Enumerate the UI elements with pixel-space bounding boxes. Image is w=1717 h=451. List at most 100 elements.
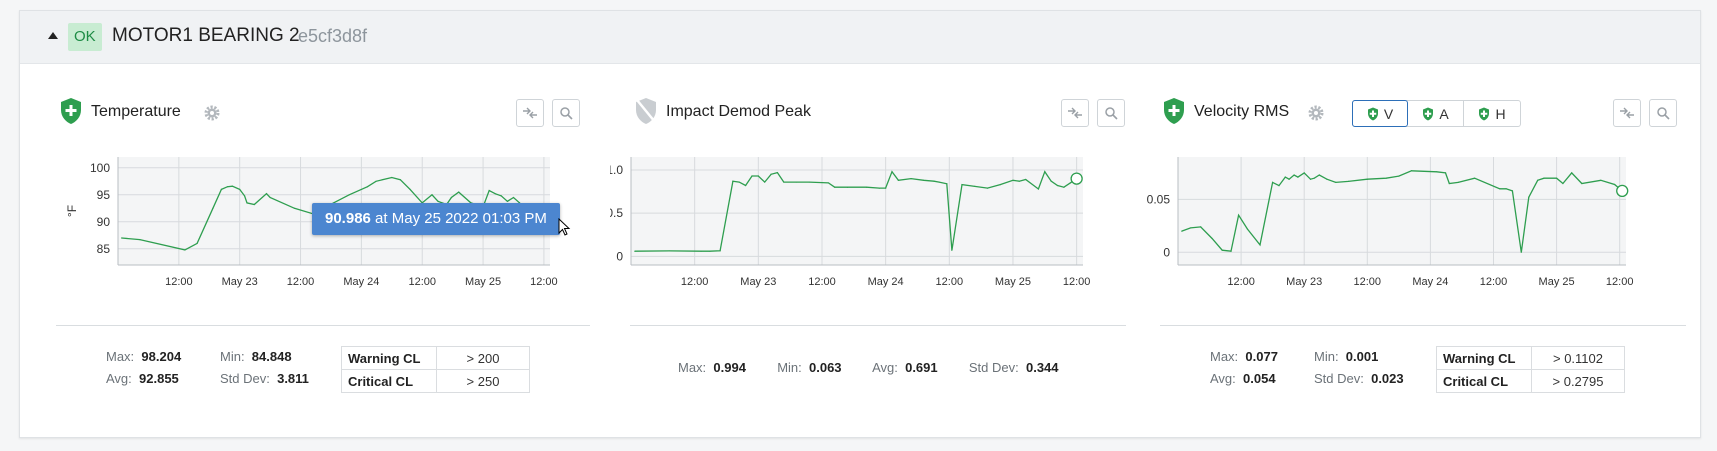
axis-a-button[interactable]: A bbox=[1408, 101, 1464, 126]
data-point bbox=[450, 196, 453, 199]
data-point bbox=[808, 181, 810, 183]
asset-id: e5cf3d8f bbox=[298, 26, 368, 46]
data-point bbox=[184, 249, 186, 251]
plot-area bbox=[1178, 157, 1626, 265]
zoom-button[interactable] bbox=[1649, 99, 1677, 127]
velocity-rms-card: Velocity RMS V A H 12:00 May 23 12:00 bbox=[1140, 63, 1702, 439]
data-point bbox=[1555, 177, 1558, 179]
axis-label: H bbox=[1495, 105, 1506, 122]
gear-icon[interactable] bbox=[204, 105, 220, 121]
compare-arrows-icon bbox=[523, 107, 537, 119]
y-tick-label: 95 bbox=[97, 188, 111, 202]
stat-label: Min: bbox=[220, 349, 245, 364]
data-point bbox=[751, 175, 753, 177]
data-point bbox=[1069, 182, 1071, 184]
data-point bbox=[1457, 181, 1459, 184]
data-point bbox=[783, 181, 785, 183]
data-point bbox=[488, 189, 490, 192]
data-point bbox=[253, 203, 255, 206]
data-point bbox=[974, 185, 976, 187]
collapse-caret-icon[interactable] bbox=[48, 32, 58, 39]
control-limits-table: Warning CL > 0.1102 Critical CL > 0.2795 bbox=[1436, 346, 1625, 393]
asset-name: MOTOR1 BEARING 2 bbox=[112, 25, 300, 46]
data-point bbox=[910, 178, 912, 180]
data-point bbox=[1050, 180, 1052, 182]
temperature-chart[interactable]: 12:00 May 23 12:00 May 24 12:00 May 25 12:00 85… bbox=[20, 63, 590, 313]
last-point-marker[interactable] bbox=[1070, 172, 1083, 185]
zoom-button[interactable] bbox=[552, 99, 580, 127]
compare-button[interactable] bbox=[1613, 99, 1641, 127]
series-line bbox=[121, 176, 547, 251]
data-point bbox=[986, 187, 989, 189]
x-tick-label: May 25 bbox=[1539, 276, 1575, 288]
data-point bbox=[1318, 174, 1320, 176]
data-point bbox=[1366, 178, 1368, 180]
asset-header: OK MOTOR1 BEARING 2 e5cf3d8f bbox=[20, 11, 1700, 64]
control-limits-table: Warning CL > 200 Critical CL > 250 bbox=[341, 346, 530, 393]
data-point bbox=[795, 181, 798, 183]
velocity-rms-chart[interactable]: 12:00 May 23 12:00 May 24 12:00 May 25 12:00 0 0… bbox=[1140, 63, 1702, 313]
data-point bbox=[512, 196, 515, 199]
data-point bbox=[1278, 184, 1280, 187]
stat-std: 3.811 bbox=[277, 371, 309, 386]
shield-plus-icon bbox=[1479, 107, 1490, 120]
stat-label: Std Dev: bbox=[1314, 371, 1364, 386]
chart-tooltip: 90.986 at May 25 2022 01:03 PM bbox=[312, 203, 560, 235]
data-point bbox=[878, 187, 880, 189]
data-point bbox=[1398, 175, 1400, 177]
plot-area bbox=[631, 157, 1083, 265]
tooltip-value: 90.986 bbox=[325, 210, 371, 227]
y-tick-label: 0 bbox=[616, 249, 623, 263]
limit-label: Critical CL bbox=[341, 369, 437, 393]
stat-max: 0.077 bbox=[1245, 349, 1278, 364]
data-point bbox=[506, 200, 509, 202]
shield-disabled-icon bbox=[636, 98, 656, 124]
data-point bbox=[1181, 230, 1183, 232]
impact-demod-chart[interactable]: 12:00 May 23 12:00 May 24 12:00 May 25 12:00 0 0… bbox=[610, 63, 1140, 313]
stat-std: 0.344 bbox=[1025, 360, 1059, 375]
data-point bbox=[1230, 250, 1232, 252]
data-point bbox=[391, 176, 393, 179]
gear-icon[interactable] bbox=[1308, 105, 1324, 121]
x-tick-label: 12:00 bbox=[681, 276, 709, 288]
stats-block: Max: 0.994 Min: 0.063 Avg: 0.691 Std Dev… bbox=[678, 360, 1059, 375]
data-point bbox=[1037, 188, 1040, 190]
x-tick-label: May 23 bbox=[1286, 276, 1322, 288]
data-point bbox=[458, 191, 460, 193]
data-point bbox=[738, 181, 740, 183]
stat-min: 0.063 bbox=[809, 360, 842, 375]
data-point bbox=[1056, 184, 1059, 187]
data-point bbox=[1347, 180, 1349, 182]
stat-avg: 0.054 bbox=[1243, 371, 1276, 386]
data-point bbox=[1211, 237, 1213, 240]
last-point-marker[interactable] bbox=[1616, 184, 1629, 198]
zoom-button[interactable] bbox=[1097, 99, 1125, 127]
shield-plus-icon bbox=[1367, 107, 1378, 120]
compare-button[interactable] bbox=[516, 99, 544, 127]
data-point bbox=[239, 188, 241, 190]
x-tick-label: 12:00 bbox=[1606, 276, 1634, 288]
x-tick-label: 12:00 bbox=[1354, 276, 1382, 288]
data-point bbox=[1018, 180, 1020, 182]
data-point bbox=[764, 181, 766, 183]
y-tick-label: 0.05 bbox=[1147, 192, 1171, 206]
compare-arrows-icon bbox=[1068, 107, 1082, 119]
data-point bbox=[961, 184, 963, 186]
axis-v-button[interactable]: V bbox=[1352, 100, 1408, 127]
x-tick-label: May 24 bbox=[1412, 276, 1448, 288]
data-point bbox=[431, 194, 433, 196]
data-point bbox=[293, 207, 296, 209]
x-tick-label: 12:00 bbox=[936, 276, 964, 288]
zoom-icon bbox=[1657, 107, 1670, 120]
x-tick-label: 12:00 bbox=[408, 276, 436, 288]
table-row: Warning CL > 0.1102 bbox=[1436, 346, 1625, 370]
axis-h-button[interactable]: H bbox=[1464, 101, 1520, 126]
stat-label: Max: bbox=[106, 349, 135, 364]
compare-arrows-icon bbox=[1620, 107, 1634, 119]
compare-button[interactable] bbox=[1061, 99, 1089, 127]
data-point bbox=[1246, 228, 1249, 230]
data-point bbox=[1272, 181, 1274, 184]
data-point bbox=[1581, 182, 1583, 185]
data-point bbox=[668, 250, 670, 252]
data-point bbox=[946, 183, 948, 185]
